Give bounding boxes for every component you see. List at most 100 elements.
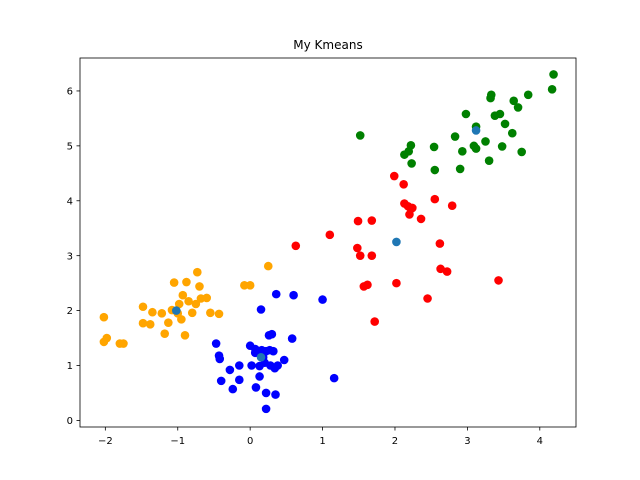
x-tick-label: 2 bbox=[392, 436, 398, 447]
data-point-cluster-1 bbox=[234, 361, 244, 370]
data-point-cluster-1 bbox=[318, 295, 327, 304]
data-point-cluster-2 bbox=[263, 261, 273, 271]
y-tick-label: 1 bbox=[67, 361, 73, 372]
data-point-cluster-2 bbox=[160, 329, 170, 338]
data-point-cluster-3 bbox=[353, 243, 362, 253]
data-point-cluster-2 bbox=[102, 333, 112, 343]
data-point-cluster-3 bbox=[430, 194, 440, 204]
data-point-cluster-4 bbox=[481, 137, 490, 146]
data-point-cluster-1 bbox=[251, 383, 261, 392]
data-point-cluster-1 bbox=[216, 376, 226, 386]
data-point-cluster-4 bbox=[429, 142, 439, 152]
x-tick-label: 3 bbox=[464, 436, 470, 447]
data-point-cluster-4 bbox=[458, 147, 467, 156]
x-tick-label: 1 bbox=[319, 436, 325, 447]
centroid-point bbox=[256, 352, 266, 362]
data-point-cluster-1 bbox=[255, 372, 264, 381]
centroid-point bbox=[471, 126, 481, 135]
axes: −2 −1 0 1 2 3 4 0 1 2 3 4 5 6 bbox=[67, 57, 577, 447]
data-point-cluster-4 bbox=[497, 142, 507, 151]
data-point-cluster-2 bbox=[195, 282, 204, 291]
data-point-cluster-4 bbox=[450, 132, 460, 141]
data-point-cluster-4 bbox=[495, 109, 505, 119]
data-point-cluster-3 bbox=[367, 251, 377, 260]
data-point-cluster-4 bbox=[517, 147, 526, 157]
data-point-cluster-2 bbox=[180, 330, 190, 340]
y-tick-label: 6 bbox=[67, 87, 73, 98]
data-point-cluster-2 bbox=[157, 309, 167, 318]
data-point-cluster-4 bbox=[486, 90, 496, 100]
axes-frame bbox=[79, 57, 577, 428]
y-tick-label: 3 bbox=[67, 251, 73, 262]
data-point-cluster-2 bbox=[187, 308, 197, 318]
data-point-cluster-4 bbox=[507, 128, 517, 138]
data-point-cluster-4 bbox=[461, 109, 471, 119]
data-point-cluster-2 bbox=[138, 302, 148, 312]
data-point-cluster-2 bbox=[214, 309, 224, 319]
y-tick-label: 4 bbox=[67, 196, 73, 207]
centroid-point bbox=[172, 306, 181, 315]
data-point-cluster-1 bbox=[271, 390, 280, 399]
data-point-cluster-1 bbox=[261, 388, 271, 398]
data-point-cluster-3 bbox=[392, 278, 401, 288]
data-point-cluster-4 bbox=[355, 131, 365, 140]
data-point-cluster-3 bbox=[442, 267, 452, 276]
data-point-cluster-4 bbox=[455, 164, 465, 174]
data-point-cluster-3 bbox=[367, 216, 377, 225]
data-point-cluster-2 bbox=[148, 307, 157, 317]
data-point-cluster-4 bbox=[547, 84, 557, 94]
data-point-cluster-2 bbox=[206, 308, 215, 318]
data-point-cluster-4 bbox=[407, 159, 416, 168]
data-point-cluster-1 bbox=[269, 346, 278, 356]
data-point-cluster-2 bbox=[202, 293, 212, 303]
x-tick-label: 4 bbox=[537, 436, 543, 447]
y-tick-label: 2 bbox=[67, 306, 73, 317]
data-point-cluster-4 bbox=[523, 90, 533, 100]
data-point-cluster-3 bbox=[399, 179, 408, 189]
data-point-cluster-3 bbox=[353, 216, 363, 226]
data-point-cluster-1 bbox=[215, 354, 225, 364]
data-point-cluster-1 bbox=[234, 375, 244, 385]
data-point-cluster-4 bbox=[406, 141, 416, 150]
data-point-cluster-2 bbox=[245, 281, 255, 290]
plot-area bbox=[99, 70, 558, 414]
data-point-cluster-3 bbox=[370, 317, 380, 326]
data-point-cluster-1 bbox=[225, 365, 235, 375]
data-point-cluster-4 bbox=[549, 70, 558, 79]
data-point-cluster-3 bbox=[355, 251, 365, 260]
data-point-cluster-4 bbox=[509, 96, 519, 106]
chart-title: My Kmeans bbox=[293, 38, 362, 52]
data-point-cluster-4 bbox=[484, 156, 494, 165]
data-point-cluster-3 bbox=[494, 276, 503, 285]
data-point-cluster-1 bbox=[271, 289, 281, 299]
data-point-cluster-4 bbox=[430, 165, 440, 175]
data-point-cluster-1 bbox=[329, 373, 339, 383]
x-tick-label: −2 bbox=[98, 436, 113, 447]
x-tick-label: −1 bbox=[170, 436, 185, 447]
data-point-cluster-3 bbox=[435, 239, 445, 248]
data-point-cluster-1 bbox=[211, 339, 221, 348]
data-point-cluster-2 bbox=[119, 339, 128, 348]
data-point-cluster-1 bbox=[287, 334, 297, 343]
data-point-cluster-1 bbox=[289, 290, 298, 300]
data-point-cluster-2 bbox=[191, 299, 201, 309]
data-point-cluster-2 bbox=[169, 278, 179, 287]
data-point-cluster-2 bbox=[138, 318, 148, 328]
centroid-point bbox=[392, 237, 401, 247]
data-point-cluster-1 bbox=[273, 361, 282, 370]
data-point-cluster-3 bbox=[291, 241, 301, 251]
data-point-cluster-4 bbox=[500, 119, 510, 129]
data-point-cluster-1 bbox=[261, 404, 271, 414]
data-point-cluster-2 bbox=[178, 290, 188, 300]
data-point-cluster-3 bbox=[416, 214, 426, 224]
data-point-cluster-3 bbox=[447, 201, 457, 211]
data-point-cluster-3 bbox=[363, 280, 372, 290]
data-point-cluster-2 bbox=[177, 315, 186, 324]
data-point-cluster-1 bbox=[267, 329, 277, 339]
data-point-cluster-4 bbox=[513, 103, 523, 112]
data-point-cluster-2 bbox=[193, 267, 202, 277]
data-point-cluster-1 bbox=[247, 361, 256, 370]
data-point-cluster-2 bbox=[164, 318, 173, 327]
data-point-cluster-3 bbox=[325, 230, 335, 240]
